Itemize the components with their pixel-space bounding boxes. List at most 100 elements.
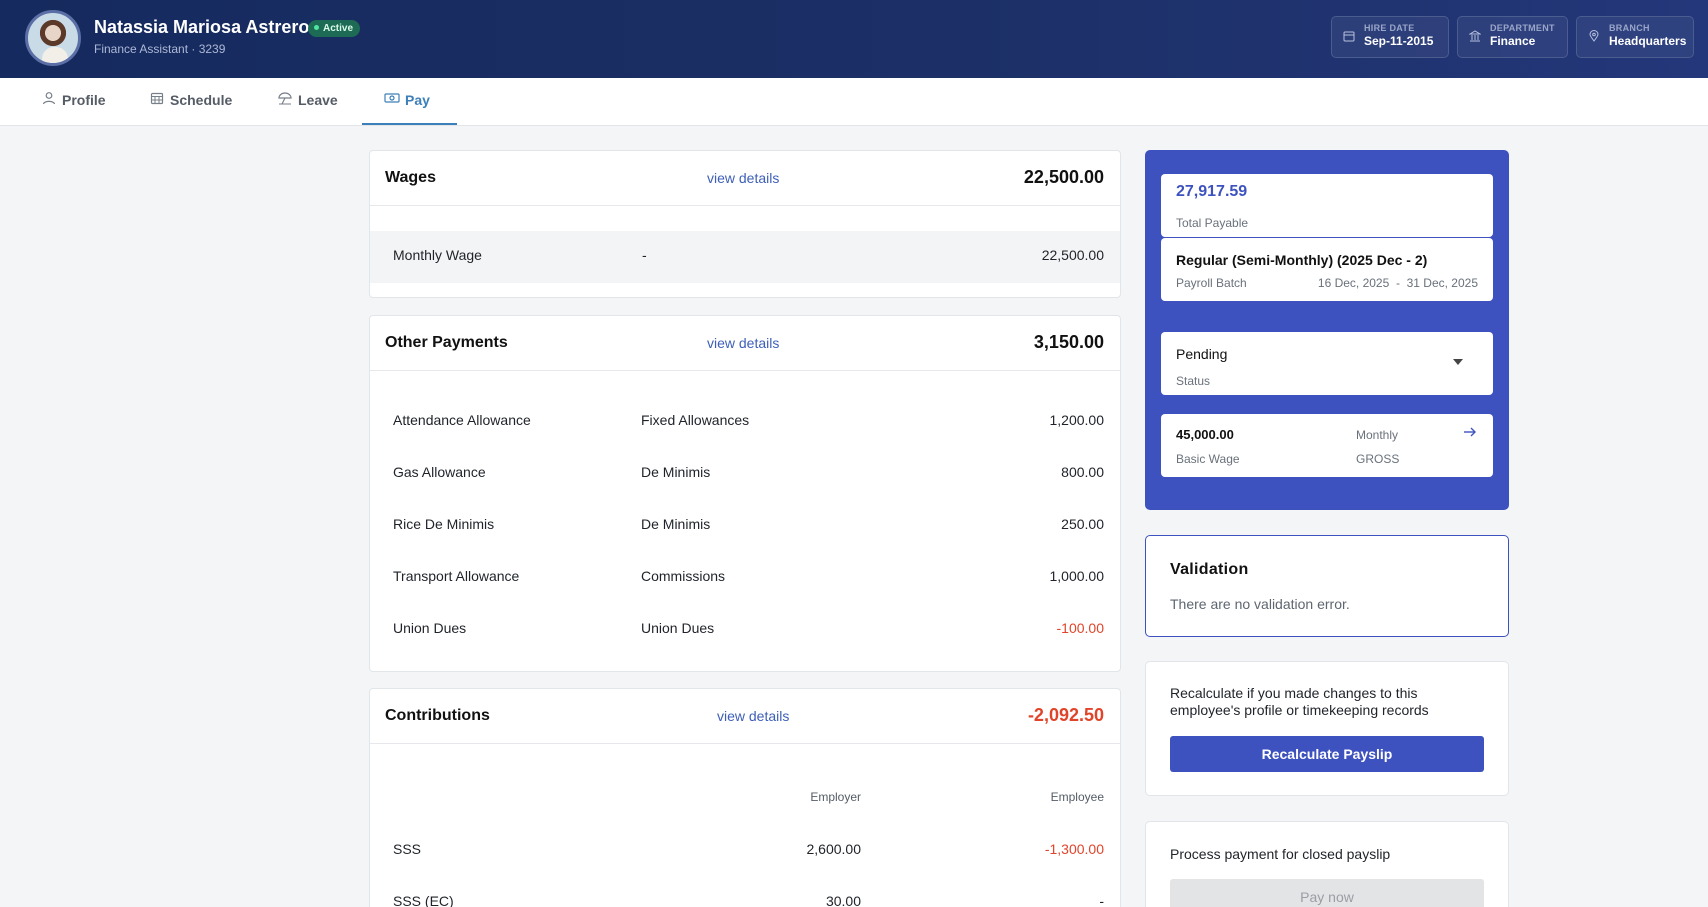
- recalculate-panel: Recalculate if you made changes to this …: [1145, 661, 1509, 796]
- table-row: Rice De Minimis De Minimis 250.00: [370, 500, 1120, 550]
- hire-date-label: HIRE DATE: [1364, 23, 1415, 33]
- wage-category: -: [642, 247, 647, 263]
- wages-card-header: Wages view details 22,500.00: [370, 151, 1120, 206]
- payroll-batch-range: 16 Dec, 2025 - 31 Dec, 2025: [1317, 276, 1478, 290]
- payroll-batch-label: Payroll Batch: [1176, 276, 1247, 290]
- employer-column-header: Employer: [810, 790, 861, 804]
- payment-category: De Minimis: [641, 464, 711, 480]
- payment-category: Commissions: [641, 568, 726, 584]
- validation-message: There are no validation error.: [1170, 596, 1350, 612]
- contribution-name: SSS: [393, 841, 422, 857]
- contributions-title: Contributions: [385, 707, 490, 724]
- contribution-employer: 2,600.00: [806, 841, 862, 857]
- recalculate-message: Recalculate if you made changes to this …: [1170, 685, 1429, 718]
- other-payments-total: 3,150.00: [1033, 332, 1104, 352]
- wages-total: 22,500.00: [1023, 167, 1104, 187]
- table-row: SSS (EC) 30.00 -: [370, 877, 1120, 907]
- pay-now-button[interactable]: Pay now: [1170, 879, 1484, 907]
- process-payment-message: Process payment for closed payslip: [1170, 846, 1391, 862]
- contributions-header: Contributions view details -2,092.50: [370, 689, 1120, 744]
- branch-label: BRANCH: [1609, 23, 1650, 33]
- tab-profile[interactable]: Profile: [40, 78, 106, 126]
- tab-profile-label: Profile: [62, 92, 106, 108]
- payment-category: Fixed Allowances: [641, 412, 750, 428]
- validation-title: Validation: [1170, 561, 1249, 578]
- calendar-icon: [1343, 30, 1356, 43]
- table-row: SSS 2,600.00 -1,300.00: [370, 825, 1120, 875]
- wages-card: Wages view details 22,500.00 Monthly Wag…: [369, 150, 1121, 298]
- contributions-total: -2,092.50: [1027, 705, 1104, 725]
- tab-leave-label: Leave: [298, 92, 338, 108]
- total-payable-box: 27,917.59 Total Payable: [1161, 174, 1493, 237]
- status-value: Pending: [1176, 346, 1228, 362]
- payment-name: Attendance Allowance: [393, 412, 531, 428]
- branch-chip: BRANCH Headquarters: [1576, 16, 1694, 58]
- payment-name: Union Dues: [393, 620, 467, 636]
- status-select[interactable]: Pending Status: [1161, 332, 1493, 395]
- umbrella-icon: [276, 78, 294, 122]
- tab-pay[interactable]: Pay: [383, 78, 430, 126]
- total-payable-label: Total Payable: [1176, 216, 1249, 230]
- table-row: Monthly Wage - 22,500.00: [370, 231, 1120, 283]
- contributions-view-details-link[interactable]: view details: [717, 708, 790, 724]
- table-row: Transport Allowance Commissions 1,000.00: [370, 552, 1120, 602]
- employee-subtitle: Finance Assistant · 3239: [94, 42, 226, 56]
- basic-wage-label: Basic Wage: [1176, 452, 1240, 466]
- department-label: DEPARTMENT: [1490, 23, 1555, 33]
- department-chip: DEPARTMENT Finance: [1457, 16, 1568, 58]
- total-payable-value: 27,917.59: [1176, 183, 1248, 200]
- payment-amount: -100.00: [1056, 620, 1104, 636]
- payment-category: De Minimis: [641, 516, 711, 532]
- wage-amount: 22,500.00: [1041, 247, 1104, 263]
- status-label: Status: [1176, 374, 1211, 388]
- calendar-grid-icon: [148, 78, 166, 122]
- payment-name: Transport Allowance: [393, 568, 520, 584]
- wage-name: Monthly Wage: [393, 247, 482, 263]
- contributions-card: Contributions view details -2,092.50 Emp…: [369, 688, 1121, 907]
- contribution-employee: -1,300.00: [1044, 841, 1104, 857]
- contribution-employer: 30.00: [825, 893, 861, 907]
- payment-category: Union Dues: [641, 620, 715, 636]
- basic-wage-value: 45,000.00: [1176, 427, 1234, 442]
- branch-value: Headquarters: [1609, 34, 1687, 48]
- contribution-employee: -: [1099, 893, 1104, 907]
- wage-type: GROSS: [1356, 452, 1400, 466]
- payment-amount: 800.00: [1061, 464, 1104, 480]
- tab-schedule-label: Schedule: [170, 92, 233, 108]
- status-badge-label: Active: [323, 23, 354, 34]
- tab-schedule[interactable]: Schedule: [148, 78, 232, 126]
- other-payments-title: Other Payments: [385, 334, 508, 351]
- wages-view-details-link[interactable]: view details: [707, 170, 780, 186]
- table-row: Gas Allowance De Minimis 800.00: [370, 448, 1120, 498]
- payment-amount: 1,200.00: [1049, 412, 1105, 428]
- hire-date-value: Sep-11-2015: [1364, 34, 1434, 48]
- active-tab-indicator: [362, 123, 457, 125]
- status-badge: Active: [308, 20, 361, 37]
- recalculate-payslip-button[interactable]: Recalculate Payslip: [1170, 736, 1484, 772]
- person-icon: [40, 78, 58, 122]
- payroll-batch-box[interactable]: Regular (Semi-Monthly) (2025 Dec - 2) Pa…: [1161, 238, 1493, 301]
- cash-icon: [383, 78, 401, 122]
- status-dot-icon: [314, 24, 319, 30]
- avatar[interactable]: [25, 10, 81, 66]
- payroll-batch-name: Regular (Semi-Monthly) (2025 Dec - 2): [1176, 252, 1428, 268]
- contribution-name: SSS (EC): [393, 893, 454, 907]
- payment-name: Rice De Minimis: [393, 516, 495, 532]
- location-pin-icon: [1588, 30, 1601, 43]
- basic-wage-box: 45,000.00 Basic Wage Monthly GROSS: [1161, 414, 1493, 477]
- building-icon: [1468, 30, 1482, 43]
- process-payment-panel: Process payment for closed payslip Pay n…: [1145, 821, 1509, 907]
- department-value: Finance: [1490, 34, 1536, 48]
- payment-amount: 250.00: [1061, 516, 1104, 532]
- payment-name: Gas Allowance: [393, 464, 486, 480]
- other-payments-view-details-link[interactable]: view details: [707, 335, 780, 351]
- employee-column-header: Employee: [1050, 790, 1104, 804]
- arrow-right-icon[interactable]: [1463, 425, 1477, 444]
- pay-summary-panel: 27,917.59 Total Payable Regular (Semi-Mo…: [1145, 150, 1509, 510]
- chevron-down-icon[interactable]: [1453, 352, 1463, 370]
- tab-leave[interactable]: Leave: [276, 78, 338, 126]
- payment-amount: 1,000.00: [1049, 568, 1105, 584]
- hire-date-chip: HIRE DATE Sep-11-2015: [1331, 16, 1449, 58]
- other-payments-card: Other Payments view details 3,150.00 Att…: [369, 315, 1121, 672]
- employee-header: Natassia Mariosa Astrero Active Finance …: [0, 0, 1708, 78]
